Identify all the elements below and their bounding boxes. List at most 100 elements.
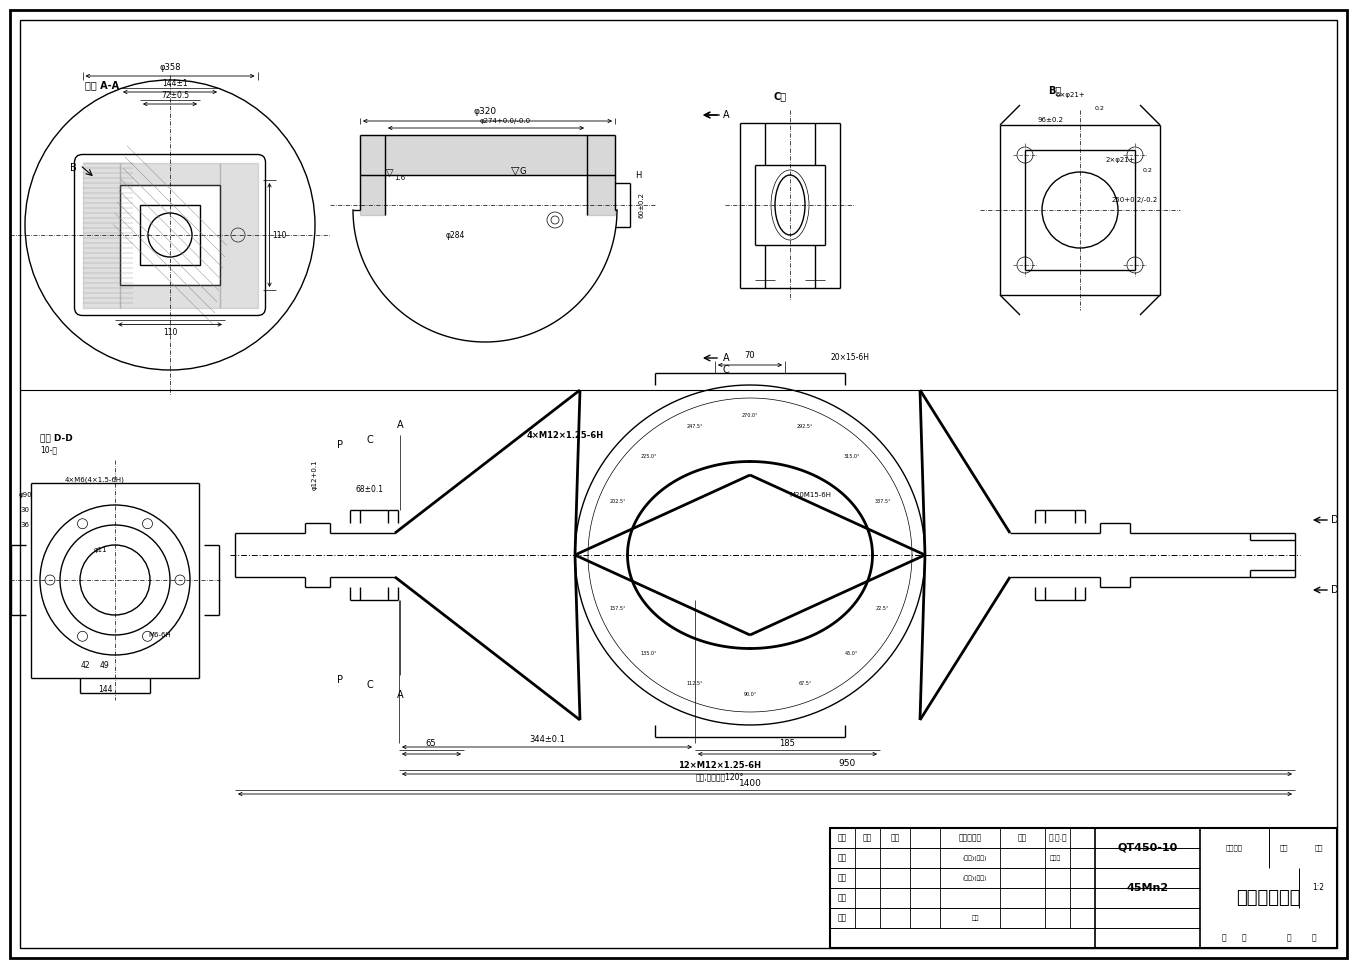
Text: 标记: 标记 <box>837 833 847 842</box>
Text: 批准: 批准 <box>972 915 978 921</box>
Text: 4×M12×1.25-6H: 4×M12×1.25-6H <box>527 431 604 439</box>
Text: 标准化: 标准化 <box>1049 855 1061 861</box>
Text: 20×15-6H: 20×15-6H <box>830 353 870 362</box>
Text: 页: 页 <box>1242 933 1247 943</box>
Text: 4×M6(4×1.5-6H): 4×M6(4×1.5-6H) <box>65 477 125 483</box>
Text: 12×M12×1.25-6H: 12×M12×1.25-6H <box>678 761 761 770</box>
Text: 第: 第 <box>1286 933 1291 943</box>
Text: 315.0°: 315.0° <box>843 454 860 459</box>
Text: 22.5°: 22.5° <box>875 606 889 611</box>
Text: 0.2: 0.2 <box>1143 167 1153 172</box>
Text: B: B <box>69 163 76 173</box>
Text: A: A <box>723 110 729 120</box>
Text: B向: B向 <box>1049 85 1061 95</box>
Text: φ284: φ284 <box>445 230 464 239</box>
Text: 更改文件号: 更改文件号 <box>958 833 981 842</box>
Text: QT450-10: QT450-10 <box>1117 843 1178 853</box>
Text: C: C <box>366 680 373 690</box>
Text: 10-细: 10-细 <box>39 445 57 455</box>
Text: 1400: 1400 <box>738 779 761 789</box>
Text: A: A <box>396 420 403 430</box>
Text: C向: C向 <box>773 91 787 101</box>
Text: φ358: φ358 <box>159 63 180 72</box>
Text: C: C <box>723 365 729 375</box>
Text: C: C <box>366 435 373 445</box>
Text: 110: 110 <box>273 230 286 239</box>
Text: 制图: 制图 <box>837 873 847 883</box>
Text: 6×φ21+: 6×φ21+ <box>1056 92 1084 98</box>
Text: 汽车驱动桥壳: 汽车驱动桥壳 <box>1236 889 1301 907</box>
Text: 225.0°: 225.0° <box>641 454 657 459</box>
Bar <box>119 185 220 285</box>
Text: φ90: φ90 <box>18 492 31 498</box>
Text: 共检标记: 共检标记 <box>1225 845 1243 851</box>
Text: 1.6: 1.6 <box>395 175 406 181</box>
Text: 42: 42 <box>80 660 90 670</box>
Text: M6-6H: M6-6H <box>149 632 171 638</box>
Text: 共: 共 <box>1221 933 1227 943</box>
Text: 30: 30 <box>20 507 30 513</box>
Text: 72±0.5: 72±0.5 <box>161 90 189 100</box>
Text: 96±0.2: 96±0.2 <box>1037 117 1063 123</box>
Text: 60±0.2: 60±0.2 <box>639 192 645 218</box>
Text: φ274+0.0/-0.0: φ274+0.0/-0.0 <box>479 118 531 124</box>
Text: 65: 65 <box>426 740 437 748</box>
Text: 144: 144 <box>98 685 113 694</box>
Text: 90.0°: 90.0° <box>744 692 757 697</box>
Text: 144±1: 144±1 <box>163 78 187 87</box>
Text: 36: 36 <box>20 522 30 528</box>
Text: 设计: 设计 <box>837 854 847 862</box>
Text: 审核: 审核 <box>837 893 847 902</box>
Text: 49: 49 <box>100 660 110 670</box>
Text: φ320: φ320 <box>474 107 497 116</box>
Text: 67.5°: 67.5° <box>798 681 811 686</box>
Text: 247.5°: 247.5° <box>687 424 703 429</box>
Text: 70: 70 <box>745 351 756 360</box>
Text: (姓名)(日期): (姓名)(日期) <box>962 855 988 861</box>
Text: 分区: 分区 <box>890 833 900 842</box>
Text: A: A <box>723 353 729 363</box>
Text: D: D <box>1331 515 1339 525</box>
Text: A: A <box>396 690 403 700</box>
Text: (姓名)(日期): (姓名)(日期) <box>962 875 988 881</box>
Text: 1:2: 1:2 <box>1312 884 1324 892</box>
Text: M20M15-6H: M20M15-6H <box>788 492 830 498</box>
Bar <box>830 828 1337 948</box>
Text: 185: 185 <box>779 740 795 748</box>
Text: 45.0°: 45.0° <box>845 651 858 656</box>
Text: 202.5°: 202.5° <box>609 499 626 504</box>
Text: 截面 A-A: 截面 A-A <box>85 80 119 90</box>
Text: 270.0°: 270.0° <box>742 413 759 418</box>
Text: 135.0°: 135.0° <box>641 651 657 656</box>
Text: ▽: ▽ <box>387 168 394 178</box>
Text: 0.2: 0.2 <box>1095 106 1105 110</box>
Bar <box>140 205 199 265</box>
Text: 比例: 比例 <box>1314 845 1323 851</box>
Text: P: P <box>337 440 343 450</box>
Text: H: H <box>635 170 642 179</box>
Text: 68±0.1: 68±0.1 <box>356 486 384 495</box>
Text: P: P <box>337 675 343 685</box>
Text: 337.5°: 337.5° <box>874 499 890 504</box>
Text: 45Mn2: 45Mn2 <box>1126 883 1168 893</box>
Text: G: G <box>520 167 527 176</box>
Text: 页: 页 <box>1311 933 1316 943</box>
Text: 截图 D-D: 截图 D-D <box>39 434 73 442</box>
Text: 250+0.2/-0.2: 250+0.2/-0.2 <box>1111 197 1158 203</box>
Text: 344±0.1: 344±0.1 <box>529 736 565 744</box>
Text: φ11: φ11 <box>94 547 107 553</box>
Text: 110: 110 <box>163 328 178 337</box>
Text: 112.5°: 112.5° <box>687 681 703 686</box>
Text: ▽: ▽ <box>510 165 520 175</box>
Text: φ12+0.1: φ12+0.1 <box>312 460 318 491</box>
Text: 2×φ21+: 2×φ21+ <box>1105 157 1134 163</box>
Text: 处数: 处数 <box>863 833 871 842</box>
Text: 年.月.日: 年.月.日 <box>1049 833 1068 842</box>
Text: 工艺: 工艺 <box>837 914 847 923</box>
Text: 规格,弧长钻孔120°: 规格,弧长钻孔120° <box>696 772 744 781</box>
Text: 157.5°: 157.5° <box>609 606 626 611</box>
Text: 签名: 签名 <box>1018 833 1027 842</box>
Text: 950: 950 <box>839 760 856 769</box>
Text: D: D <box>1331 585 1339 595</box>
Text: 292.5°: 292.5° <box>797 424 813 429</box>
